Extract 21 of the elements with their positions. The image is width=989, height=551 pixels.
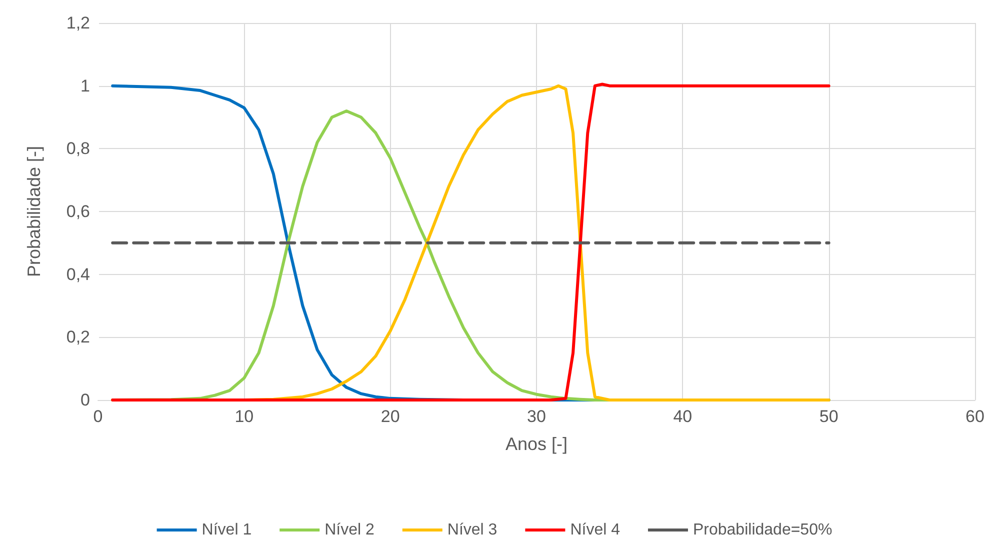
legend-label: Nível 3 [447,522,498,538]
legend-label: Nível 4 [570,522,620,538]
y-tick-label: 1,2 [66,14,90,32]
x-axis-title: Anos [-] [505,434,568,454]
x-tick-label: 50 [819,407,838,426]
y-axis-title: Probabilidade [-] [24,146,44,278]
legend-label: Probabilidade=50% [692,522,832,538]
y-tick-label: 0,4 [66,264,90,284]
x-tick-label: 20 [380,407,400,426]
x-tick-label: 10 [234,407,254,426]
x-tick-label: 30 [527,407,546,426]
y-tick-label: 0,6 [66,202,90,221]
legend-label: Nível 1 [202,522,252,538]
x-tick-label: 40 [673,407,692,426]
y-tick-label: 0,2 [66,328,90,347]
y-tick-label: 0,8 [66,139,90,158]
y-tick-label: 0 [80,390,90,410]
y-tick-label: 1 [80,76,90,96]
x-tick-label: 0 [93,407,103,426]
legend-label: Nível 2 [324,522,374,538]
x-tick-label: 60 [966,407,984,426]
